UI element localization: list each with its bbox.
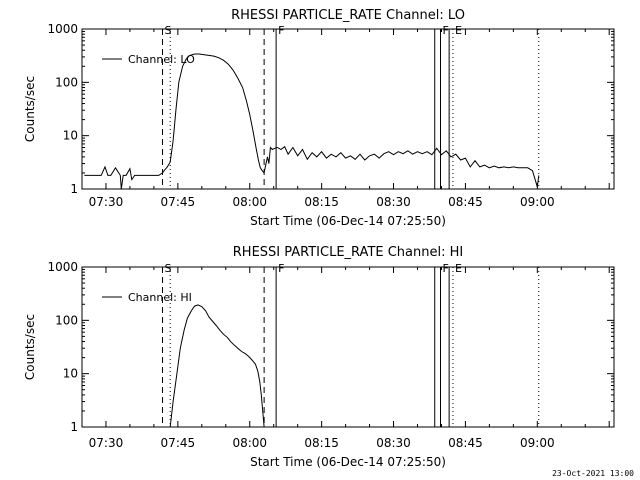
x-tick-label: 07:45 [161, 195, 196, 209]
series-line [84, 53, 540, 190]
x-tick-label: 09:00 [520, 436, 555, 450]
y-tick-label: 10 [63, 129, 78, 143]
x-tick-label: 07:30 [89, 195, 124, 209]
event-marker-label: F [278, 24, 284, 37]
event-marker-label: E [455, 262, 462, 275]
y-tick-label: 1 [70, 182, 78, 196]
x-tick-label: 08:30 [376, 436, 411, 450]
x-tick-label: 08:00 [232, 436, 267, 450]
y-tick-label: 10 [63, 367, 78, 381]
chart-panel-1: RHESSI PARTICLE_RATE Channel: LO 1 10 100 10… [23, 8, 615, 228]
x-tick-label: 08:30 [376, 195, 411, 209]
x-tick-label: 07:30 [89, 436, 124, 450]
x-tick-label: 08:15 [304, 195, 339, 209]
x-tick-label: 09:00 [520, 195, 555, 209]
y-tick-label: 100 [55, 75, 78, 89]
y-axis-label: Counts/sec [23, 314, 37, 380]
y-tick-label: 1000 [47, 22, 78, 36]
footer-date: 23-Oct-2021 13:00 [552, 469, 634, 478]
event-marker-label: S [165, 262, 172, 275]
event-marker-label: E [455, 24, 462, 37]
chart-panel-2: RHESSI PARTICLE_RATE Channel: HI 1 10 100 10… [23, 245, 615, 469]
x-axis-label: Start Time (06-Dec-14 07:25:50) [250, 214, 446, 228]
event-marker-label: F [443, 262, 449, 275]
legend-label: Channel: HI [128, 291, 192, 304]
y-tick-label: 1 [70, 420, 78, 434]
chart-title: RHESSI PARTICLE_RATE Channel: LO [231, 8, 465, 23]
x-tick-label: 08:45 [448, 436, 483, 450]
x-tick-label: 08:45 [448, 195, 483, 209]
y-tick-label: 100 [55, 313, 78, 327]
series-line [169, 304, 265, 428]
plot-frame [81, 266, 615, 428]
x-tick-label: 08:00 [232, 195, 267, 209]
event-marker-label: S [165, 24, 172, 37]
x-tick-label: 08:15 [304, 436, 339, 450]
x-tick-label: 07:45 [161, 436, 196, 450]
event-marker-label: F [278, 262, 284, 275]
legend-label: Channel: LO [128, 53, 195, 66]
chart-title: RHESSI PARTICLE_RATE Channel: HI [233, 245, 463, 260]
x-axis-label: Start Time (06-Dec-14 07:25:50) [250, 455, 446, 469]
y-tick-label: 1000 [47, 260, 78, 274]
event-marker-label: F [443, 24, 449, 37]
y-axis-label: Counts/sec [23, 76, 37, 142]
plot-frame [81, 28, 615, 190]
